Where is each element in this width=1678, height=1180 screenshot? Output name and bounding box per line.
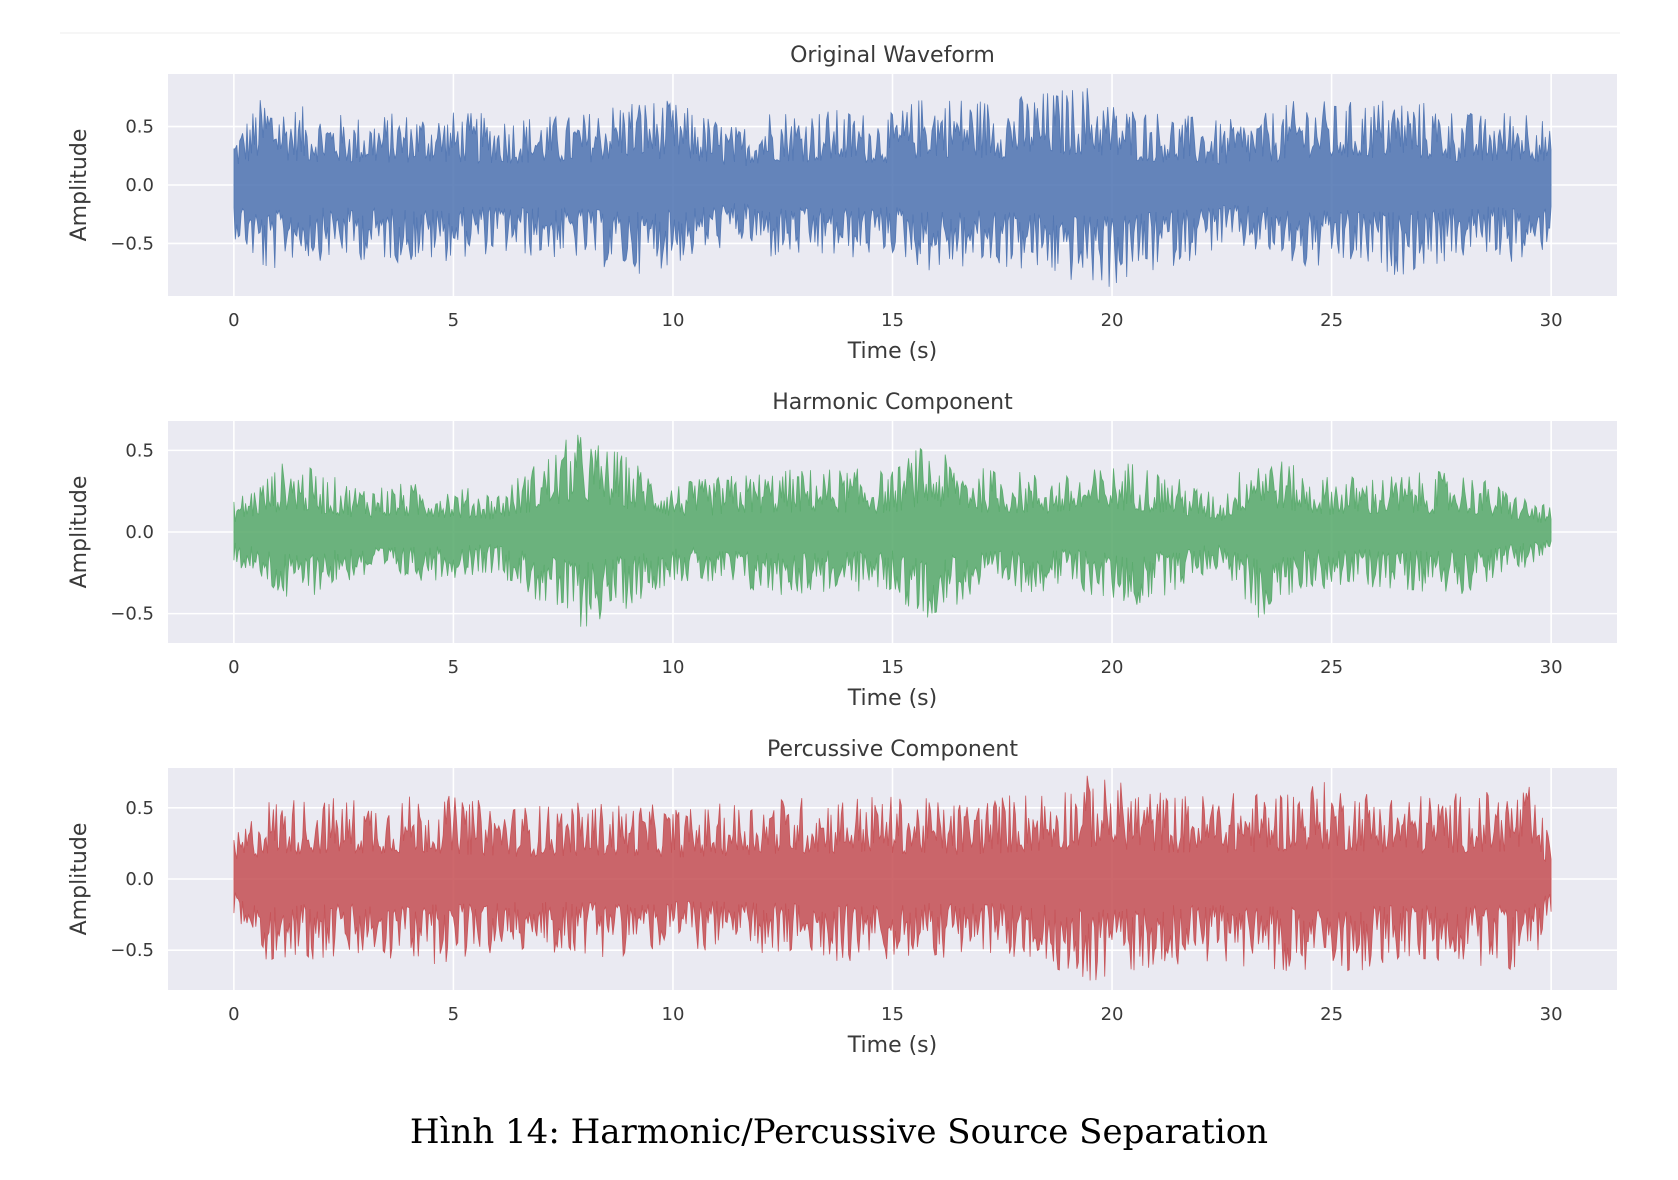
x-tick-label: 20	[1101, 310, 1124, 331]
x-tick-label: 30	[1540, 1004, 1563, 1025]
chart-panel: Original Waveform 0 5 10 15 20 25 30 0.5 0.0 −0.5 T…	[67, 43, 1617, 364]
y-axis-label: Amplitude	[67, 476, 92, 589]
chart-panels: Original Waveform 0 5 10 15 20 25 30 0.5 0.0 −0.5 T…	[67, 43, 1617, 1058]
y-tick-label: −0.5	[110, 940, 154, 961]
y-tick-label: 0.5	[125, 117, 154, 138]
x-tick-label: 0	[228, 657, 239, 678]
chart-title: Percussive Component	[767, 737, 1018, 762]
x-axis-label: Time (s)	[847, 686, 937, 711]
x-tick-label: 5	[448, 1004, 459, 1025]
x-axis-label: Time (s)	[847, 339, 937, 364]
x-tick-label: 30	[1540, 657, 1563, 678]
figure-caption: Hình 14: Harmonic/Percussive Source Sepa…	[409, 1112, 1269, 1152]
x-tick-label: 25	[1320, 657, 1343, 678]
y-tick-label: 0.0	[125, 175, 154, 196]
y-tick-label: 0.5	[125, 440, 154, 461]
waveform-series	[233, 775, 1552, 981]
x-tick-label: 25	[1320, 310, 1343, 331]
x-tick-label: 0	[228, 1004, 239, 1025]
x-tick-label: 20	[1101, 657, 1124, 678]
chart-title: Harmonic Component	[772, 390, 1013, 415]
x-tick-label: 25	[1320, 1004, 1343, 1025]
y-axis-label: Amplitude	[67, 129, 92, 242]
x-axis-label: Time (s)	[847, 1033, 937, 1058]
y-tick-label: −0.5	[110, 604, 154, 625]
x-tick-label: 5	[448, 310, 459, 331]
chart-panel: Percussive Component 0 5 10 15 20 25 30 0.5 0.0 −0…	[67, 737, 1617, 1058]
waveform-series	[233, 434, 1552, 627]
x-tick-label: 0	[228, 310, 239, 331]
waveform-series	[233, 88, 1552, 287]
x-tick-label: 10	[662, 310, 685, 331]
y-tick-label: −0.5	[110, 233, 154, 254]
x-tick-label: 15	[881, 310, 904, 331]
x-tick-label: 30	[1540, 310, 1563, 331]
x-tick-label: 5	[448, 657, 459, 678]
x-tick-label: 15	[881, 657, 904, 678]
y-axis-label: Amplitude	[67, 823, 92, 936]
y-tick-label: 0.5	[125, 798, 154, 819]
x-tick-label: 15	[881, 1004, 904, 1025]
chart-panel: Harmonic Component 0 5 10 15 20 25 30 0.5 0.0 −0.5…	[67, 390, 1617, 711]
x-tick-label: 10	[662, 1004, 685, 1025]
y-tick-label: 0.0	[125, 522, 154, 543]
x-tick-label: 10	[662, 657, 685, 678]
chart-title: Original Waveform	[790, 43, 995, 68]
x-tick-label: 20	[1101, 1004, 1124, 1025]
y-tick-label: 0.0	[125, 869, 154, 890]
